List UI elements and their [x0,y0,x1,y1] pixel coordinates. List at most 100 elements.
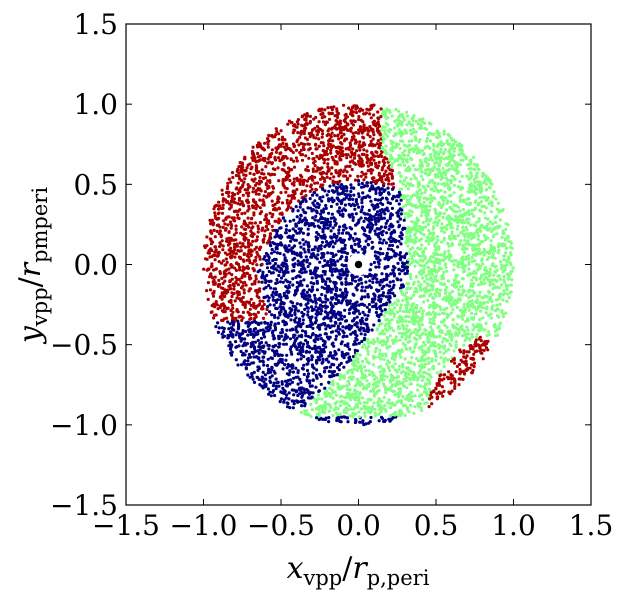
scatter-point [332,105,336,109]
scatter-point [399,401,404,405]
scatter-point [314,301,318,305]
scatter-point [316,397,320,401]
scatter-point [451,226,455,230]
scatter-point [373,229,377,233]
scatter-point [401,151,405,155]
scatter-point [351,236,355,240]
scatter-point [484,321,488,325]
scatter-point [461,255,465,259]
scatter-point [475,171,479,175]
scatter-point [302,242,306,246]
scatter-point [462,269,467,273]
scatter-point [493,256,497,260]
scatter-point [452,203,456,207]
scatter-point [258,175,262,179]
scatter-point [397,131,401,135]
scatter-point [261,299,265,303]
scatter-point [410,220,414,224]
scatter-point [291,277,295,281]
scatter-point [389,235,393,239]
scatter-point [443,344,447,348]
scatter-point [440,142,444,146]
scatter-point [364,172,368,176]
scatter-point [247,362,252,366]
scatter-point [449,158,453,162]
scatter-point [369,222,373,226]
scatter-point [470,332,474,336]
scatter-point [407,410,411,414]
scatter-point [435,215,439,219]
scatter-point [399,412,403,416]
scatter-point [381,229,385,233]
scatter-point [358,420,362,424]
scatter-point [311,178,315,182]
scatter-point [445,269,449,273]
scatter-point [357,117,361,122]
scatter-point [441,258,446,262]
scatter-point [312,366,316,370]
scatter-point [421,315,425,319]
scatter-point [300,391,304,395]
scatter-point [292,402,296,406]
scatter-point [488,267,492,271]
scatter-point [357,195,361,199]
scatter-point [431,280,435,284]
scatter-point [300,260,304,264]
scatter-point [403,149,407,153]
scatter-point [427,381,431,385]
scatter-point [401,362,405,366]
scatter-point [246,194,250,198]
scatter-point [320,240,325,244]
scatter-point [438,150,442,154]
scatter-point [332,408,336,412]
scatter-point [315,375,319,379]
scatter-point [278,280,283,284]
scatter-point [220,309,224,313]
scatter-point [426,223,430,227]
scatter-point [347,391,351,395]
scatter-point [250,350,254,354]
scatter-point [377,419,381,423]
scatter-point [281,141,285,145]
scatter-point [366,292,370,297]
scatter-point [430,359,434,363]
scatter-point [457,383,461,387]
scatter-point [404,337,408,341]
scatter-point [267,343,271,348]
scatter-point [386,366,391,370]
scatter-point [366,384,371,388]
scatter-point [397,202,401,206]
scatter-point [384,144,388,148]
scatter-point [280,211,284,215]
scatter-point [326,162,330,166]
scatter-point [496,328,500,332]
scatter-point [480,262,485,266]
scatter-point [489,316,493,320]
scatter-point [406,240,410,244]
scatter-point [342,132,346,136]
scatter-point [408,396,413,400]
scatter-point [405,371,409,375]
scatter-point [266,299,270,303]
scatter-point [348,174,352,178]
scatter-point [305,388,309,392]
scatter-point [381,329,385,333]
scatter-point [281,280,285,284]
scatter-point [305,306,309,310]
scatter-point [376,337,380,341]
scatter-point [253,327,258,331]
scatter-point [477,217,481,221]
scatter-point [273,157,277,161]
scatter-point [279,397,283,401]
scatter-point [492,248,496,252]
scatter-point [371,245,375,249]
scatter-point [301,318,305,322]
scatter-point [406,340,410,344]
scatter-point [456,234,460,238]
scatter-point [255,263,259,267]
scatter-point [462,264,467,268]
scatter-point [401,160,405,164]
scatter-point [246,356,251,360]
scatter-point [362,423,366,427]
scatter-point [477,201,481,205]
